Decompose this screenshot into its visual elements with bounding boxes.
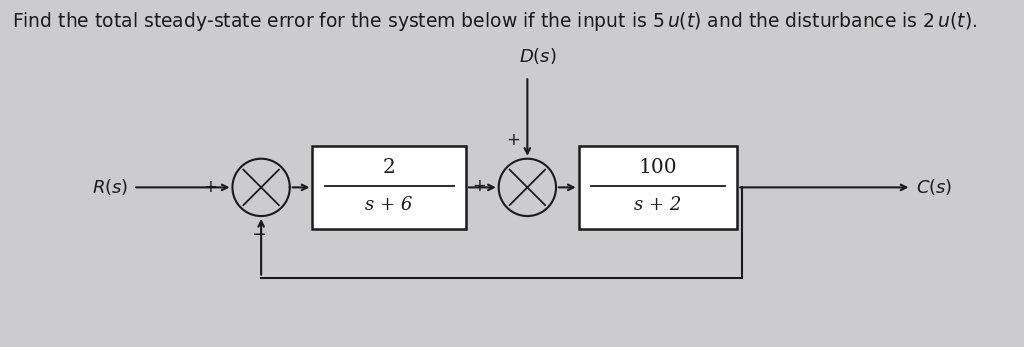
Text: s + 2: s + 2 [634,196,682,214]
Text: 100: 100 [639,158,677,177]
Text: −: − [251,227,266,245]
Text: $C(s)$: $C(s)$ [916,177,953,197]
Text: $R(s)$: $R(s)$ [91,177,128,197]
Text: +: + [472,177,486,195]
Text: s + 6: s + 6 [366,196,413,214]
Text: 2: 2 [383,158,395,177]
Text: $D(s)$: $D(s)$ [519,46,556,66]
Text: +: + [203,178,217,196]
Text: Find the total steady-state error for the system below if the input is $5\,u(t)$: Find the total steady-state error for th… [12,10,978,33]
Bar [579,146,737,229]
Text: +: + [506,131,520,149]
Bar [312,146,466,229]
